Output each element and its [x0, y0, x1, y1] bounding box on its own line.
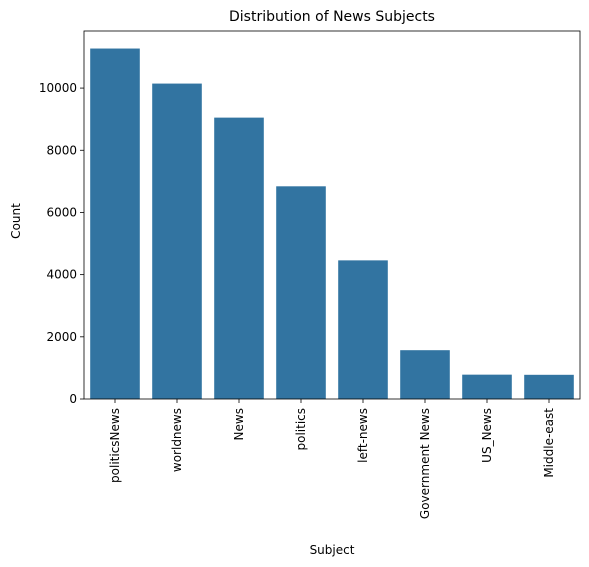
- y-tick-label: 10000: [39, 81, 77, 95]
- bar-worldnews: [152, 83, 202, 399]
- x-tick-label: politics: [294, 408, 308, 451]
- x-tick-label: Government News: [418, 408, 432, 519]
- y-tick-label: 2000: [46, 330, 77, 344]
- bars-group: [90, 48, 574, 400]
- x-axis: politicsNews worldnews News politics left-ne…: [108, 399, 556, 519]
- x-tick-label: left-news: [356, 408, 370, 463]
- x-tick-label: News: [232, 408, 246, 440]
- chart-title: Distribution of News Subjects: [229, 9, 435, 25]
- bar-left-news: [338, 260, 388, 399]
- y-tick-label: 8000: [46, 143, 77, 157]
- x-tick-label: worldnews: [170, 408, 184, 472]
- bar-US_News: [462, 374, 512, 399]
- y-axis: 0 2000 4000 6000 8000 10000: [39, 81, 84, 406]
- bar-Middle-east: [524, 374, 574, 399]
- bar-politicsNews: [90, 48, 140, 400]
- bar-News: [214, 117, 264, 399]
- x-tick-label: Middle-east: [542, 408, 556, 478]
- y-tick-label: 4000: [46, 268, 77, 282]
- y-tick-label: 0: [69, 392, 77, 406]
- y-axis-title: Count: [9, 203, 23, 239]
- bar-Government News: [400, 350, 450, 399]
- y-tick-label: 6000: [46, 205, 77, 219]
- x-tick-label: US_News: [480, 408, 494, 463]
- x-axis-title: Subject: [310, 543, 355, 557]
- plot-frame: [83, 30, 581, 400]
- bar-politics: [276, 186, 326, 399]
- x-tick-label: politicsNews: [108, 408, 122, 483]
